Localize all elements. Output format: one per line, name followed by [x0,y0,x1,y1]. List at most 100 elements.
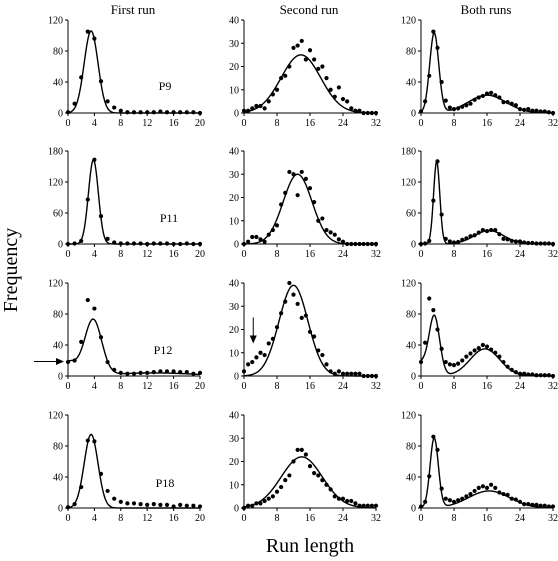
data-point [349,498,354,504]
data-point [279,76,284,81]
data-point [443,98,448,103]
data-point [291,45,296,51]
col-title-second-run: Second run [280,2,339,17]
data-point [505,237,510,242]
data-point [98,79,104,84]
data-point [85,297,90,303]
y-tick-label: 40 [229,411,239,422]
data-point [373,241,379,247]
data-point [171,504,176,509]
x-tick-label: 24 [515,513,525,524]
data-point [158,241,163,246]
data-point [145,502,150,507]
col-title-both-runs: Both runs [461,2,512,17]
data-point [332,232,337,237]
x-tick-label: 20 [195,249,205,260]
data-point [497,95,502,100]
data-point [542,373,547,378]
panel-r0c1: 0 8 16 24 32 0 10 20 30 40 [229,16,381,130]
data-point [353,501,358,506]
data-point [164,502,170,507]
data-point [283,299,288,304]
data-point [105,236,110,241]
data-point [522,502,527,507]
x-tick-label: 16 [169,118,179,129]
data-point [538,503,543,508]
data-point [336,237,341,242]
y-tick-label: 30 [229,302,239,313]
data-point [324,482,329,487]
data-point [340,371,346,376]
fit-curve [243,284,376,377]
x-tick-label: 8 [118,381,123,392]
data-point [345,371,350,376]
data-point [451,107,457,112]
data-point [480,484,485,489]
data-point [270,494,275,499]
data-point [178,502,183,507]
data-point [517,107,523,112]
x-tick-label: 0 [242,381,247,392]
data-point [357,371,362,376]
data-point [456,361,461,366]
data-point [262,352,267,358]
data-point [530,240,535,246]
data-point [501,491,506,497]
data-point [178,370,183,375]
data-point [151,502,156,507]
x-tick-label: 0 [66,381,71,392]
data-point [72,241,77,246]
y-axis-label: Frequency [0,228,22,312]
data-point [125,241,130,246]
data-point [480,227,485,233]
y-tick-label: 0 [58,240,63,251]
data-point [299,38,304,44]
y-tick-label: 40 [406,473,416,484]
data-point [501,100,506,105]
data-point [312,334,317,339]
data-point [517,371,523,376]
data-point [357,241,362,247]
x-tick-label: 32 [548,249,558,260]
data-point [312,471,317,476]
data-point [460,104,465,109]
data-point [365,373,370,379]
data-point [489,347,494,352]
x-tick-label: 0 [242,249,247,260]
data-point [131,501,137,506]
data-point [328,369,333,374]
y-tick-label: 0 [234,240,239,251]
data-point [287,169,292,175]
data-point [464,354,469,359]
y-tick-label: 120 [401,16,416,27]
data-point [151,370,156,375]
data-point [131,241,137,246]
y-tick-label: 30 [229,39,239,50]
x-tick-label: 32 [371,118,381,129]
data-point [145,241,150,247]
data-point [546,373,551,378]
data-point [472,97,477,102]
y-tick-label: 0 [411,240,416,251]
fit-curve [420,31,554,114]
data-point [361,241,366,247]
y-tick-label: 60 [406,209,416,220]
data-point [373,110,379,116]
data-point [468,491,473,497]
x-tick-label: 8 [452,381,457,392]
data-point [287,280,292,286]
data-point [118,370,123,375]
data-point [254,103,259,109]
data-point [484,91,490,96]
data-point [72,358,77,363]
data-point [336,85,341,90]
x-tick-label: 24 [338,513,348,524]
x-tick-label: 8 [275,249,280,260]
data-point [241,505,247,511]
y-tick-label: 20 [229,457,239,468]
data-point [456,498,461,503]
x-tick-label: 32 [548,118,558,129]
x-tick-label: 12 [142,118,152,129]
arrow-head [56,358,64,365]
x-tick-label: 20 [195,513,205,524]
